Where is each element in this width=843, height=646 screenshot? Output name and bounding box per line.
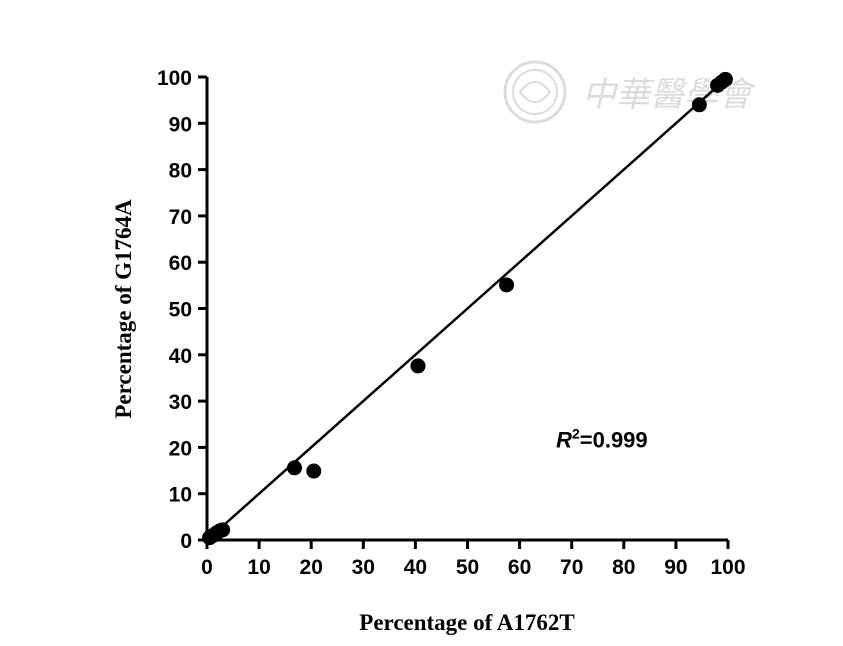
y-tick-label: 40 (169, 345, 192, 368)
y-tick-label: 50 (169, 299, 192, 322)
data-point (410, 358, 426, 374)
x-tick-label: 100 (710, 556, 745, 579)
data-point (499, 277, 515, 293)
x-tick-label: 0 (201, 556, 213, 579)
r-symbol: R (556, 427, 572, 452)
x-tick-label: 70 (560, 556, 583, 579)
data-point (306, 463, 322, 479)
y-tick-label: 20 (169, 437, 192, 460)
y-tick-label: 30 (169, 391, 192, 414)
x-tick-label: 60 (508, 556, 531, 579)
data-point (691, 97, 707, 113)
regression-line (206, 80, 724, 541)
r-superscript: 2 (572, 425, 580, 441)
watermark-seal-icon (503, 60, 567, 124)
y-tick-label: 80 (169, 160, 192, 183)
x-axis-ticks: 0 10 20 30 40 50 60 70 80 90 100 (201, 540, 746, 579)
x-tick-label: 80 (612, 556, 635, 579)
y-tick-label: 60 (169, 252, 192, 275)
data-points (202, 71, 733, 546)
y-tick-label: 70 (169, 206, 192, 229)
data-point (717, 71, 733, 87)
r-squared-annotation: R2=0.999 (556, 425, 648, 452)
data-point (287, 460, 303, 476)
y-axis-ticks: 0 10 20 30 40 50 60 70 80 90 100 (157, 67, 207, 553)
y-tick-label: 90 (169, 113, 192, 136)
x-tick-label: 30 (352, 556, 375, 579)
y-tick-label: 100 (157, 67, 192, 90)
data-point (215, 522, 231, 538)
x-tick-label: 50 (456, 556, 479, 579)
y-tick-label: 10 (169, 484, 192, 507)
x-tick-label: 40 (404, 556, 427, 579)
y-axis-title: Percentage of G1764A (111, 199, 136, 419)
x-tick-label: 90 (664, 556, 687, 579)
x-tick-label: 10 (247, 556, 270, 579)
x-tick-label: 20 (300, 556, 323, 579)
y-tick-label: 0 (180, 530, 192, 553)
x-axis-title: Percentage of A1762T (359, 610, 574, 635)
r-value: =0.999 (580, 427, 648, 452)
